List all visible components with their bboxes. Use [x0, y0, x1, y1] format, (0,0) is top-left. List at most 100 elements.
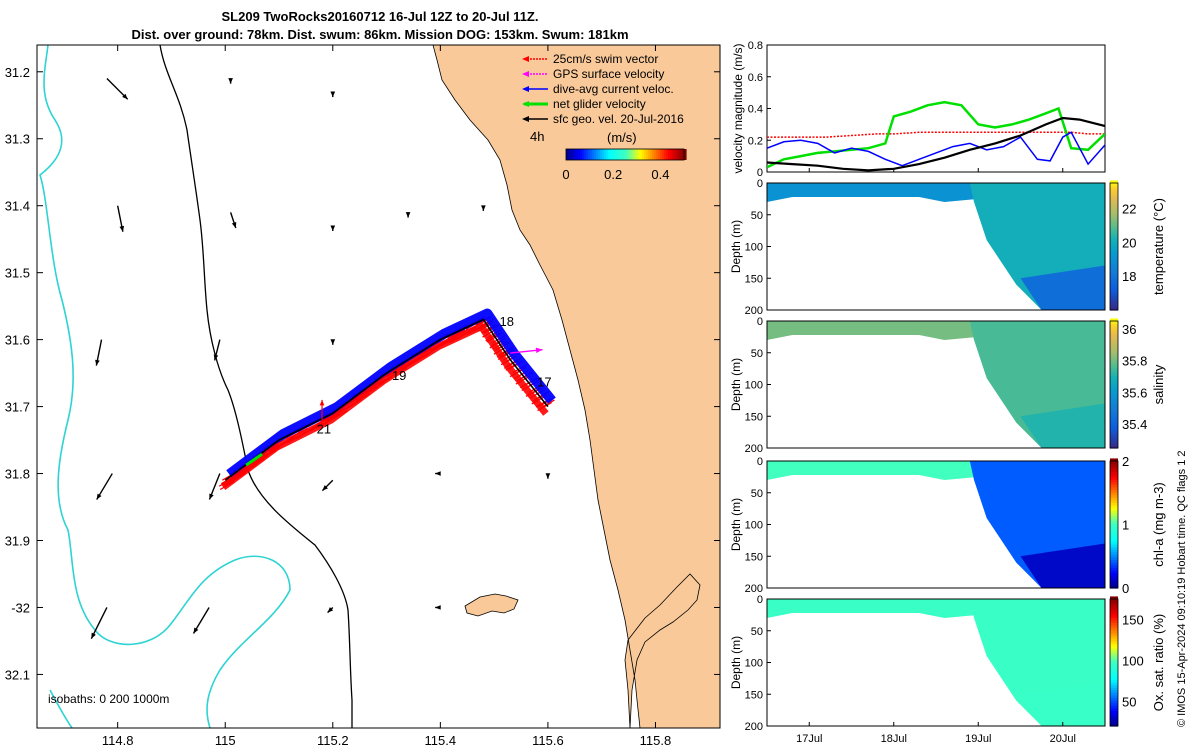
imos-footnote: © IMOS 15-Apr-2024 09:10:19 Hobart time.… — [1176, 450, 1188, 727]
section-colorbar-swatch — [1110, 676, 1118, 680]
sfc-geo-arrow-head — [91, 632, 96, 639]
section-colorbar-swatch — [1110, 692, 1118, 696]
map-ytick-label: -32 — [11, 600, 30, 615]
section-ytick-label: 100 — [745, 520, 763, 532]
section-colorbar-swatch — [1110, 720, 1118, 725]
colorbar-swatch — [586, 149, 589, 160]
velocity-series-net-glider-velocity — [767, 100, 1105, 169]
track-day-label: 21 — [317, 421, 331, 436]
legend-arrowhead — [522, 116, 529, 122]
section-colorbar-swatch — [1110, 562, 1118, 566]
colorbar-swatch — [602, 149, 605, 160]
chart-title-line1: SL209 TwoRocks20160712 16-Jul 12Z to 20-… — [221, 9, 539, 24]
section-colorbar-swatch — [1110, 419, 1118, 423]
section-colorbar-swatch — [1110, 416, 1118, 421]
section-colorbar-swatch — [1110, 630, 1118, 634]
section-colorbar-swatch — [1110, 227, 1118, 231]
coastline-land — [432, 45, 720, 728]
section-colorbar-swatch — [1110, 341, 1118, 345]
section-colorbar-swatch — [1110, 440, 1118, 444]
colorbar-swatch — [608, 149, 611, 160]
track-day-label: 18 — [500, 314, 514, 329]
section-colorbar-swatch — [1110, 713, 1118, 717]
section-colorbar-swatch — [1110, 299, 1118, 303]
section-colorbar-swatch — [1110, 687, 1118, 691]
map-xtick-label: 114.8 — [102, 733, 134, 748]
section-colorbar-swatch — [1110, 365, 1118, 369]
section-colorbar-swatch — [1110, 258, 1118, 262]
section-colorbar-swatch — [1110, 632, 1118, 636]
section-colorbar-swatch — [1110, 273, 1118, 277]
section-colorbar-swatch — [1110, 684, 1118, 688]
colorbar-swatch — [568, 149, 571, 160]
velocity-ytick-label: 0.6 — [748, 72, 763, 84]
section-colorbar-swatch — [1110, 318, 1118, 322]
section-colorbar-swatch — [1110, 247, 1118, 251]
section-colorbar-swatch — [1110, 398, 1118, 402]
section-colorbar-swatch — [1110, 512, 1118, 517]
map-ytick-label: 31.2 — [5, 65, 30, 80]
section-colorbar-tick-label: 50 — [1122, 694, 1136, 709]
section-colorbar-swatch — [1110, 653, 1118, 657]
sfc-geo-arrow-head — [435, 471, 441, 476]
colorbar-swatch — [582, 149, 585, 160]
section-colorbar-swatch — [1110, 252, 1118, 257]
section-colorbar-swatch — [1110, 567, 1118, 571]
colorbar-swatch — [630, 149, 633, 160]
section-colorbar-swatch — [1110, 599, 1118, 603]
section-colorbar-swatch — [1110, 349, 1118, 353]
net-velocity-marker — [245, 452, 263, 467]
section-ytick-label: 150 — [745, 689, 763, 701]
colorbar-swatch — [644, 149, 647, 160]
section-colorbar-swatch — [1110, 564, 1118, 568]
colorbar-swatch — [570, 149, 573, 160]
section-ylabel: Depth (m) — [729, 220, 743, 273]
sfc-geo-arrow-head — [95, 359, 100, 366]
colorbar-swatch — [682, 149, 685, 160]
sfc-geo-arrow-head — [481, 205, 486, 211]
map-ytick-label: 32.1 — [5, 667, 30, 682]
map-xtick-label: 115.6 — [532, 733, 564, 748]
section-colorbar-swatch — [1110, 445, 1118, 449]
section-colorbar-swatch — [1110, 232, 1118, 236]
section-colorbar-swatch — [1110, 240, 1118, 244]
legend-arrowhead — [522, 101, 529, 107]
map-axes: 114.8 115 115.2 115.4 115.6 115.8 31.2 31.3 31.4… — [5, 45, 720, 748]
colorbar-swatch — [676, 149, 679, 160]
section-colorbar-swatch — [1110, 437, 1118, 441]
section-colorbar-swatch — [1110, 582, 1118, 587]
section-colorbar-label: Ox. sat. ratio (%) — [1151, 614, 1166, 712]
section-colorbar-swatch — [1110, 681, 1118, 686]
section-colorbar-tick-label: 0 — [1122, 581, 1129, 596]
section-ytick-label: 50 — [751, 488, 763, 500]
section-colorbar-swatch — [1110, 375, 1118, 379]
section-colorbar-swatch — [1110, 645, 1118, 649]
sfc-geo-arrows — [90, 77, 551, 639]
colorbar-swatch — [606, 149, 609, 160]
section-colorbar-swatch — [1110, 378, 1118, 382]
map-frame — [36, 44, 721, 729]
section-colorbar-swatch — [1110, 640, 1118, 644]
section-colorbar-swatch — [1110, 666, 1118, 670]
section-colorbar-swatch — [1110, 346, 1118, 351]
colorbar-swatch — [654, 149, 657, 160]
rottnest-island — [464, 593, 519, 617]
map-ytick-label: 31.9 — [5, 534, 30, 549]
legend-arrowhead — [522, 71, 529, 77]
colorbar-tick-label: 0.4 — [651, 167, 669, 182]
section-colorbar-swatch — [1110, 321, 1118, 325]
dive-avg-current-band — [226, 308, 556, 479]
section-colorbar-swatch — [1110, 411, 1118, 415]
section-colorbar-swatch — [1110, 185, 1118, 189]
section-ytick-label: 150 — [745, 273, 763, 285]
section-colorbar-swatch — [1110, 219, 1118, 223]
section-colorbar-swatch — [1110, 614, 1118, 618]
map-xtick-label: 115.8 — [640, 733, 672, 748]
section-colorbar-swatch — [1110, 466, 1118, 470]
section-colorbar-swatch — [1110, 281, 1118, 285]
colorbar-swatch — [592, 149, 595, 160]
section-colorbar-swatch — [1110, 291, 1118, 296]
colorbar-swatch — [656, 149, 659, 160]
velocity-ylabel: velocity magnitude (m/s) — [731, 43, 745, 173]
section-colorbar-swatch — [1110, 575, 1118, 579]
